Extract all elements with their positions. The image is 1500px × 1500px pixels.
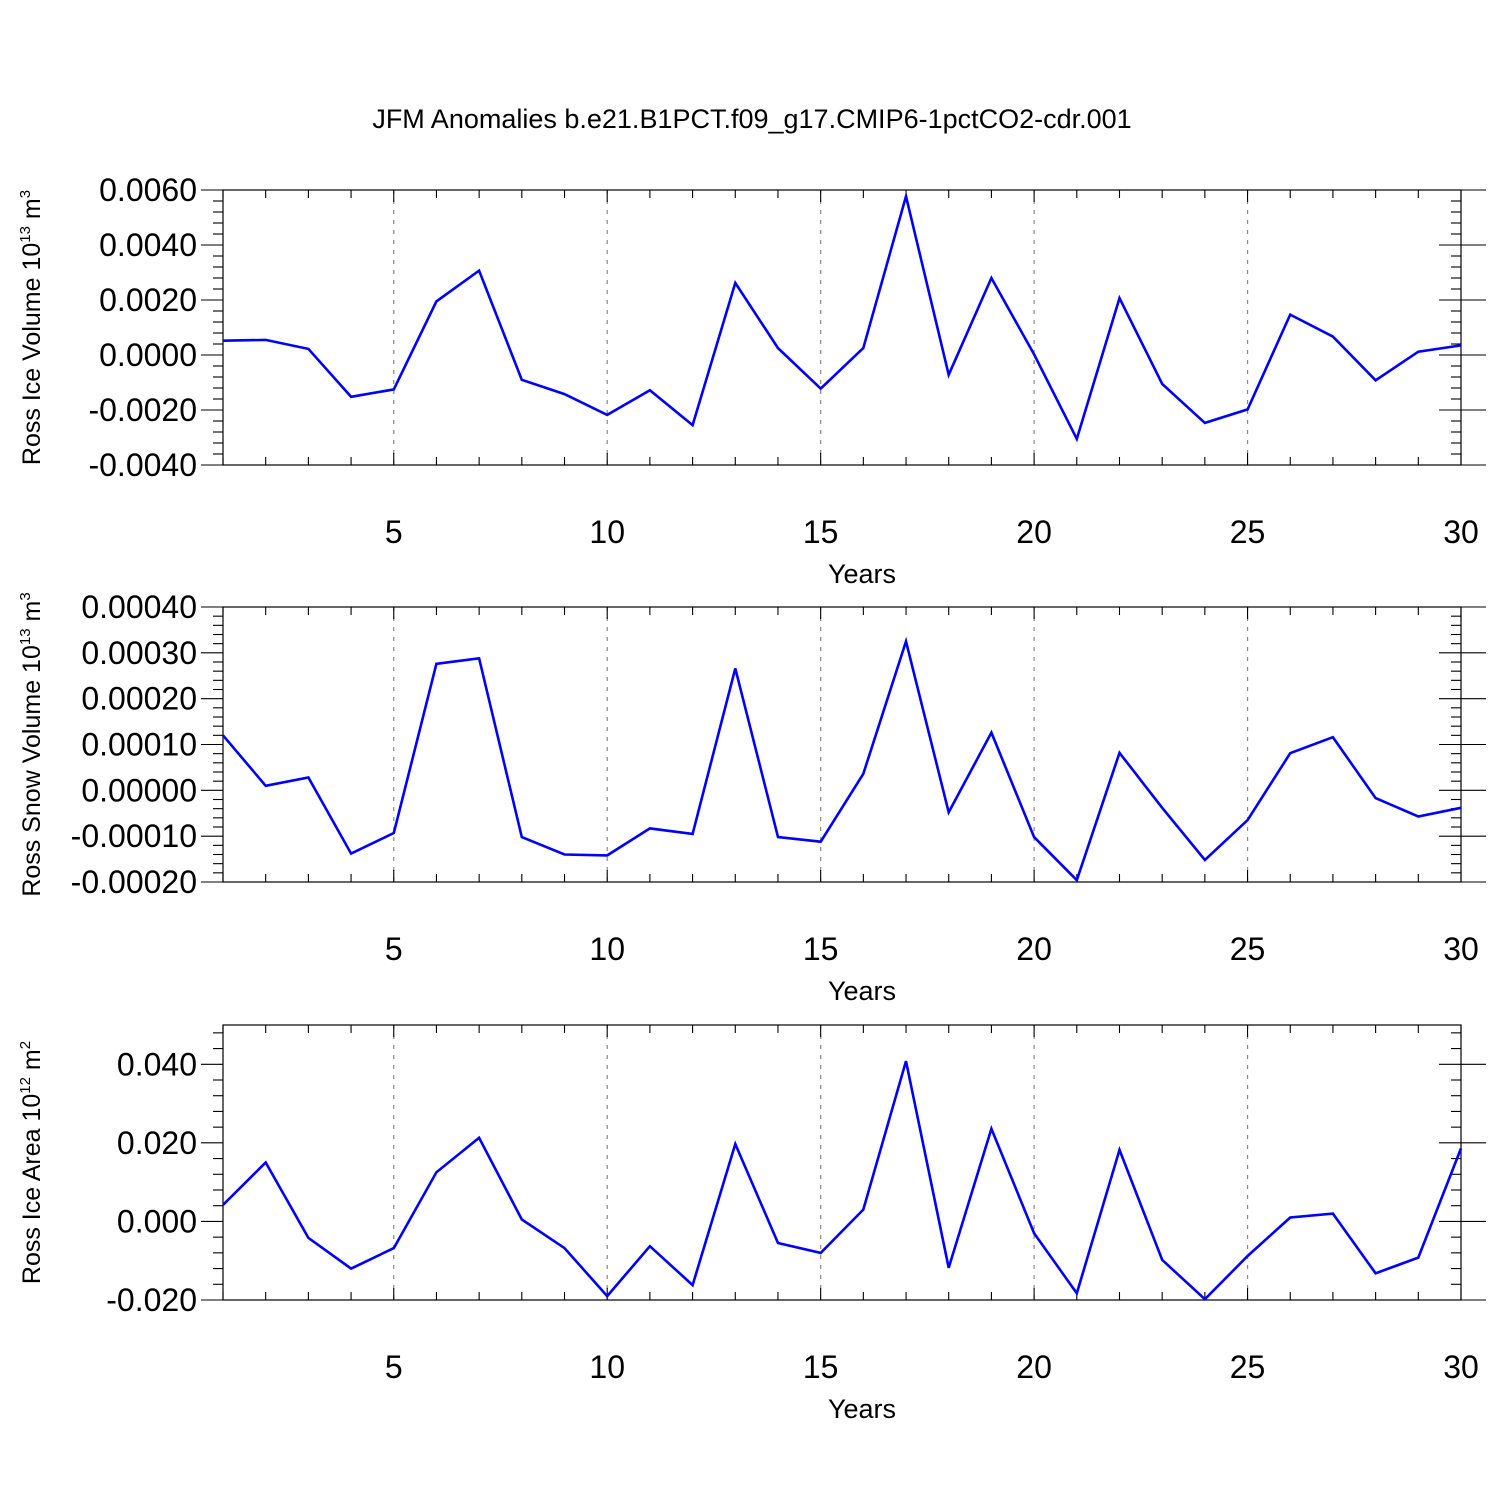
x-tick-label: 10 (589, 1349, 625, 1385)
x-tick-label: 15 (803, 1349, 839, 1385)
y-tick-label: 0.00040 (81, 589, 197, 625)
x-tick-label: 30 (1443, 514, 1479, 550)
x-tick-label: 30 (1443, 1349, 1479, 1385)
x-tick-label: 10 (589, 514, 625, 550)
y-tick-label: -0.00020 (71, 864, 197, 900)
x-tick-label: 15 (803, 514, 839, 550)
x-tick-label: 25 (1230, 1349, 1266, 1385)
y-tick-label: 0.00030 (81, 635, 197, 671)
y-axis-label: Ross Ice Area 1012 m2 (17, 1041, 46, 1284)
series-line (222, 191, 1462, 443)
plot-frame (222, 189, 1462, 466)
x-tick-label: 30 (1443, 931, 1479, 967)
y-tick-label: -0.0020 (88, 392, 197, 428)
figure-title: JFM Anomalies b.e21.B1PCT.f09_g17.CMIP6-… (372, 104, 1131, 134)
x-axis-label: Years (828, 559, 896, 589)
y-tick-label: 0.00000 (81, 772, 197, 808)
x-tick-label: 5 (385, 1349, 403, 1385)
chart-panel-2: -0.00020 -0.00010 0.00000 0.00010 0.00020 0.0… (17, 589, 1486, 1006)
x-tick-label: 10 (589, 931, 625, 967)
x-tick-label: 25 (1230, 514, 1266, 550)
x-tick-label: 20 (1016, 931, 1052, 967)
y-tick-label: -0.0040 (88, 447, 197, 483)
y-tick-label: 0.00020 (81, 681, 197, 717)
x-tick-label: 20 (1016, 1349, 1052, 1385)
chart-panel-3: -0.020 0.000 0.020 0.040 5 10 15 20 25 30 Years Ros… (17, 1024, 1486, 1424)
x-tick-label: 5 (385, 514, 403, 550)
x-tick-label: 15 (803, 931, 839, 967)
plot-frame (222, 606, 1462, 883)
x-axis-label: Years (828, 976, 896, 1006)
chart-panel-1: -0.0040 -0.0020 0.0000 0.0020 0.0040 0.0060 5 1… (17, 172, 1486, 589)
y-tick-label: 0.0040 (99, 227, 197, 263)
y-axis-label: Ross Snow Volume 1013 m3 (17, 592, 46, 896)
x-tick-label: 25 (1230, 931, 1266, 967)
y-tick-label: 0.000 (117, 1203, 197, 1239)
panels: -0.0040 -0.0020 0.0000 0.0020 0.0040 0.0060 5 1… (17, 172, 1486, 1424)
y-tick-label: 0.00010 (81, 727, 197, 763)
y-tick-label: 0.0000 (99, 337, 197, 373)
x-tick-label: 5 (385, 931, 403, 967)
series-line (222, 636, 1462, 883)
y-axis-label: Ross Ice Volume 1013 m3 (17, 190, 46, 465)
x-tick-label: 20 (1016, 514, 1052, 550)
y-tick-label: 0.0020 (99, 282, 197, 318)
series-line (222, 1060, 1463, 1302)
y-tick-label: -0.00010 (71, 818, 197, 854)
plot-frame (222, 1024, 1462, 1301)
x-axis-label: Years (828, 1394, 896, 1424)
y-tick-label: 0.040 (117, 1046, 197, 1082)
y-tick-label: -0.020 (106, 1282, 197, 1318)
y-tick-label: 0.0060 (99, 172, 197, 208)
y-tick-label: 0.020 (117, 1125, 197, 1161)
